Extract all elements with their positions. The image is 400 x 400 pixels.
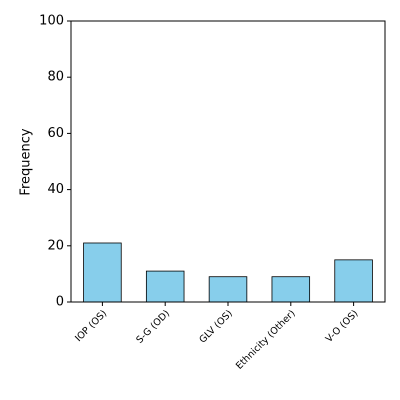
y-tick-label: 100 xyxy=(39,14,64,29)
bar xyxy=(83,242,122,303)
plot-frame xyxy=(70,20,386,303)
y-tick-label: 20 xyxy=(47,238,64,253)
bar xyxy=(334,259,373,303)
y-tick-label: 80 xyxy=(47,70,64,85)
x-tick-label: V-O (OS) xyxy=(324,308,361,345)
y-axis-label: Frequency xyxy=(19,128,34,195)
y-tick-label: 60 xyxy=(47,126,64,141)
x-tick-label: IOP (OS) xyxy=(73,308,109,344)
x-tick-label: GLV (OS) xyxy=(197,308,235,346)
bar xyxy=(145,270,185,303)
bar xyxy=(208,276,248,303)
x-tick-label: S-G (OD) xyxy=(134,308,172,346)
bar xyxy=(271,276,311,303)
y-tick-label: 0 xyxy=(56,295,64,310)
y-tick-label: 40 xyxy=(47,182,64,197)
x-tick-label: Ethnicity (Other) xyxy=(234,308,298,372)
